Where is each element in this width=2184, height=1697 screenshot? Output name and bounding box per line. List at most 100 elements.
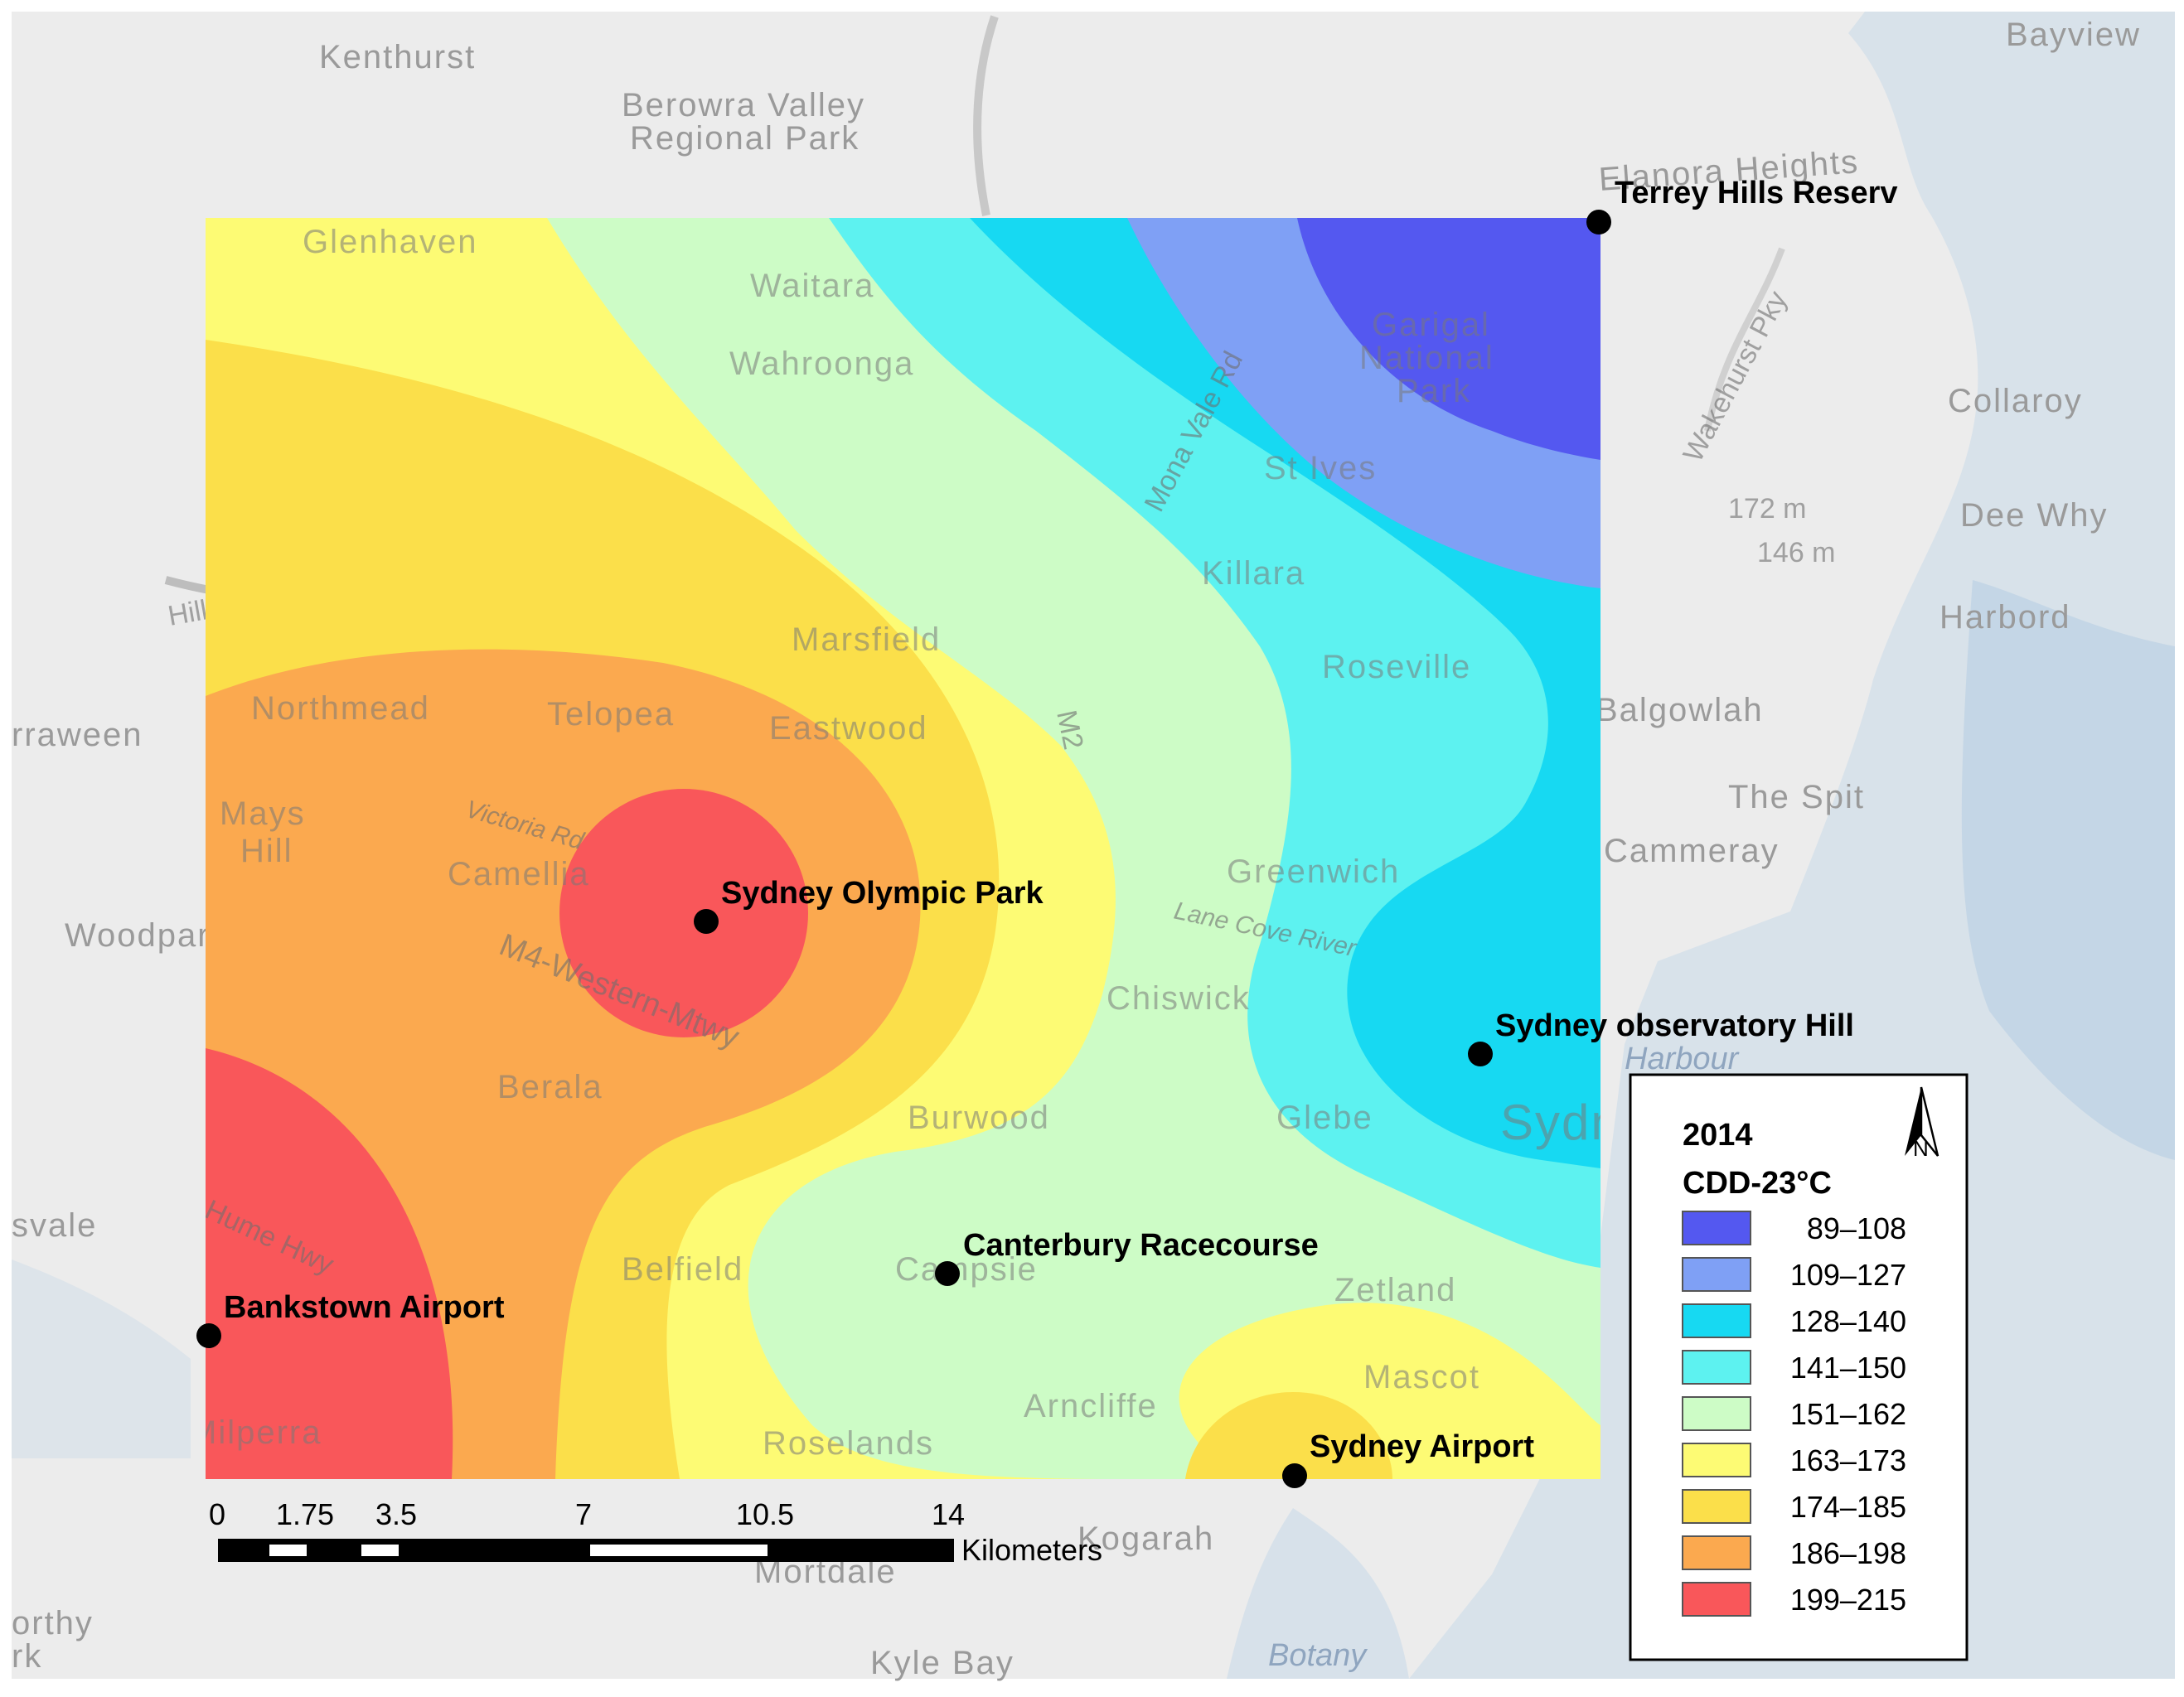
station-marker[interactable] — [1282, 1463, 1307, 1488]
legend-range-label: 128–140 — [1790, 1304, 1906, 1338]
station-label: Canterbury Racecourse — [963, 1228, 1319, 1263]
station-label: Bankstown Airport — [224, 1290, 505, 1325]
place-sydney: Sydney — [1500, 1095, 1676, 1150]
legend-swatch — [1682, 1535, 1751, 1570]
place-campsie: Campsie — [895, 1251, 1038, 1288]
place-kogarah: Kogarah — [1077, 1521, 1214, 1557]
place-kenthurst: Kenthurst — [319, 39, 476, 75]
legend-range-label: 89–108 — [1807, 1211, 1906, 1245]
spot-height-146: 146 m — [1757, 537, 1836, 568]
legend: 2014 CDD-23°C N 89–108 109–127 128–140 141–… — [1629, 1073, 1969, 1661]
place-roselands: Roselands — [763, 1425, 934, 1462]
station-marker[interactable] — [1586, 210, 1611, 234]
scale-bar: 0 1.75 3.5 7 10.5 14 Kilometers — [209, 1497, 1102, 1567]
scale-tick-1: 1.75 — [276, 1497, 334, 1531]
legend-range-label: 141–150 — [1790, 1351, 1906, 1385]
scale-segment — [361, 1545, 399, 1556]
station-label: Sydney observatory Hill — [1495, 1008, 1854, 1043]
station-terrey-hills[interactable]: Terrey Hills Reserv — [1586, 176, 1898, 234]
place-glebe: Glebe — [1276, 1100, 1373, 1136]
legend-range-label: 199–215 — [1790, 1583, 1906, 1617]
legend-row: 128–140 — [1682, 1303, 1906, 1338]
place-balgowlah: Balgowlah — [1596, 692, 1764, 728]
place-orthy: orthy — [12, 1605, 94, 1641]
station-marker[interactable] — [1468, 1042, 1493, 1066]
place-collaroy: Collaroy — [1948, 383, 2083, 419]
station-marker[interactable] — [196, 1323, 221, 1348]
legend-row: 163–173 — [1682, 1443, 1906, 1477]
legend-range-label: 163–173 — [1790, 1443, 1906, 1477]
place-the-spit: The Spit — [1728, 779, 1865, 815]
place-greenwich: Greenwich — [1227, 853, 1400, 890]
station-sydney-airport[interactable]: Sydney Airport — [1282, 1429, 1534, 1488]
scale-bar-outline — [218, 1539, 954, 1562]
place-marsfield: Marsfield — [792, 621, 941, 658]
legend-range-label: 186–198 — [1790, 1536, 1906, 1570]
wakehurst-parkway — [1704, 247, 1785, 432]
place-belfield: Belfield — [622, 1251, 743, 1288]
place-cammeray: Cammeray — [1604, 833, 1780, 869]
legend-swatch — [1682, 1582, 1751, 1617]
river-water — [12, 1259, 191, 1458]
place-mays-1: Mays — [220, 795, 306, 832]
spot-height-172: 172 m — [1728, 493, 1807, 525]
place-bayview: Bayview — [2006, 17, 2141, 53]
place-burwood: Burwood — [908, 1100, 1050, 1136]
place-arncliffe: Arncliffe — [1024, 1388, 1158, 1424]
scale-segment — [269, 1545, 307, 1556]
place-mays-2: Hill — [240, 833, 293, 869]
legend-swatch — [1682, 1443, 1751, 1477]
place-svale: svale — [12, 1207, 97, 1244]
legend-swatch — [1682, 1303, 1751, 1338]
station-label: Sydney Olympic Park — [721, 876, 1044, 911]
station-olympic-park[interactable]: Sydney Olympic Park — [694, 876, 1044, 934]
scale-tick-2: 3.5 — [375, 1497, 417, 1531]
station-marker[interactable] — [935, 1261, 960, 1286]
botany-bay — [1227, 1508, 1409, 1679]
legend-row: 151–162 — [1682, 1396, 1906, 1431]
place-garigal-3: Park — [1397, 373, 1471, 409]
stations: Terrey Hills Reserv Sydney Olympic Park … — [196, 176, 1898, 1488]
legend-range-label: 109–127 — [1790, 1258, 1906, 1292]
legend-swatch — [1682, 1211, 1751, 1245]
legend-metric: CDD-23°C — [1683, 1166, 1832, 1201]
freeway-north — [973, 15, 999, 216]
place-rraween: rraween — [12, 717, 143, 753]
station-bankstown[interactable]: Bankstown Airport — [196, 1290, 505, 1348]
place-dee-why: Dee Why — [1960, 497, 2109, 534]
legend-range-label: 174–185 — [1790, 1490, 1906, 1524]
legend-row: 174–185 — [1682, 1489, 1906, 1524]
place-woodpark: Woodpark — [65, 917, 229, 954]
legend-rows: 89–108 109–127 128–140 141–150 151–162 163–17… — [1682, 1211, 1906, 1617]
place-glenhaven: Glenhaven — [303, 224, 477, 260]
legend-row: 109–127 — [1682, 1257, 1906, 1292]
north-arrow-icon: N — [1905, 1086, 1939, 1161]
legend-row: 186–198 — [1682, 1535, 1906, 1570]
place-kyle-bay: Kyle Bay — [870, 1645, 1015, 1681]
station-observatory-hill[interactable]: Sydney observatory Hill — [1468, 1008, 1854, 1066]
place-berowra-1: Berowra Valley — [622, 87, 865, 123]
place-killara: Killara — [1202, 555, 1305, 592]
place-eastwood: Eastwood — [769, 710, 928, 747]
place-berowra-2: Regional Park — [630, 120, 860, 157]
cdd-surface — [206, 218, 1600, 1479]
place-rk: rk — [12, 1638, 42, 1675]
scale-segment — [590, 1545, 768, 1556]
place-mascot: Mascot — [1363, 1359, 1480, 1395]
legend-swatch — [1682, 1489, 1751, 1524]
station-canterbury[interactable]: Canterbury Racecourse — [935, 1228, 1319, 1286]
place-harbord: Harbord — [1939, 599, 2071, 636]
station-label: Terrey Hills Reserv — [1615, 176, 1898, 210]
station-marker[interactable] — [694, 909, 719, 934]
zone-89-108 — [1297, 218, 1600, 460]
place-waitara: Waitara — [750, 268, 874, 304]
legend-swatch — [1682, 1396, 1751, 1431]
legend-year: 2014 — [1683, 1118, 1753, 1153]
place-camellia: Camellia — [448, 856, 590, 892]
zone-199-215-olympic — [559, 789, 808, 1037]
legend-range-label: 151–162 — [1790, 1397, 1906, 1431]
legend-row: 199–215 — [1682, 1582, 1906, 1617]
place-garigal-1: Garigal — [1372, 307, 1490, 343]
